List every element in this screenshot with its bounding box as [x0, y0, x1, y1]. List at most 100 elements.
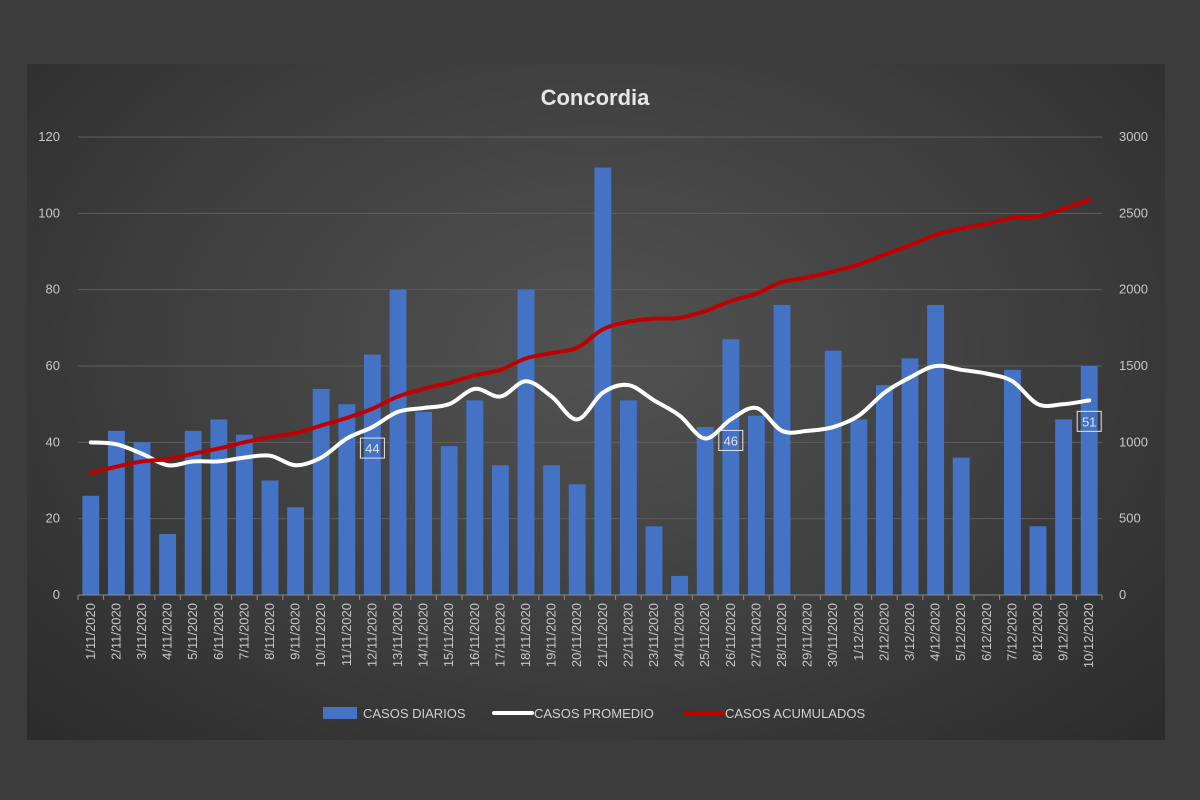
x-tick-label: 9/11/2020: [288, 603, 303, 660]
bar: [1029, 526, 1047, 595]
bar: [1003, 369, 1021, 595]
x-tick-label: 11/11/2020: [339, 603, 354, 666]
bar: [568, 484, 586, 595]
x-tick-label: 2/12/2020: [876, 603, 891, 661]
right-tick-label: 3000: [1119, 129, 1148, 144]
x-tick-label: 8/12/2020: [1030, 603, 1045, 661]
bar-series: [82, 167, 1098, 595]
right-tick-label: 2500: [1119, 205, 1148, 220]
bar: [722, 339, 740, 595]
x-tick-label: 13/11/2020: [390, 603, 405, 667]
bar: [619, 400, 637, 595]
right-axis: 0 500 1000 1500 2000 2500 3000: [1119, 129, 1148, 602]
bar: [389, 289, 407, 595]
left-tick-label: 0: [53, 587, 60, 602]
x-tick-label: 3/11/2020: [134, 603, 149, 660]
right-tick-label: 1000: [1119, 434, 1148, 449]
bar: [645, 526, 663, 595]
bar: [850, 419, 868, 595]
bar: [875, 385, 893, 595]
left-tick-label: 80: [46, 282, 60, 297]
average-cases-line: [88, 363, 1092, 468]
bar: [159, 533, 177, 595]
legend-label: CASOS ACUMULADOS: [725, 706, 865, 721]
bar: [363, 354, 381, 595]
bar: [824, 350, 842, 595]
data-label-box: [718, 429, 744, 451]
bar: [594, 167, 612, 595]
data-label: 51: [1082, 414, 1096, 429]
data-label: 44: [365, 441, 379, 456]
left-axis: 0 20 40 60 80 100 120: [38, 129, 60, 602]
bar: [1080, 366, 1098, 595]
x-axis: 1/11/2020 2/11/2020 3/11/2020 4/11/2020 5/11…: [77, 594, 1103, 668]
x-tick-label: 14/11/2020: [416, 603, 431, 667]
bar: [338, 404, 356, 595]
x-tick-label: 30/11/2020: [825, 603, 840, 667]
cumulative-cases-line: [88, 197, 1092, 475]
x-tick-label: 20/11/2020: [569, 603, 584, 667]
bar: [415, 411, 433, 595]
bar: [517, 289, 535, 595]
line-series: [88, 197, 1092, 475]
bar: [107, 430, 125, 595]
x-tick-label: 17/11/2020: [492, 603, 507, 667]
bar: [543, 465, 561, 595]
x-tick-label: 9/12/2020: [1056, 603, 1071, 661]
x-tick-label: 3/12/2020: [902, 603, 917, 661]
x-tick-label: 2/11/2020: [108, 603, 123, 660]
bar: [287, 507, 305, 595]
x-tick-label: 1/12/2020: [851, 603, 866, 661]
x-tick-label: 22/11/2020: [620, 603, 635, 667]
right-tick-label: 2000: [1119, 282, 1148, 297]
x-tick-label: 6/12/2020: [979, 603, 994, 661]
x-tick-label: 23/11/2020: [646, 603, 661, 667]
bar: [696, 427, 714, 595]
x-tick-label: 16/11/2020: [467, 603, 482, 667]
x-tick-label: 21/11/2020: [595, 603, 610, 667]
x-tick-label: 4/11/2020: [160, 603, 175, 660]
bar: [133, 442, 151, 595]
data-label-box: [359, 437, 385, 459]
bar: [773, 304, 791, 595]
x-tick-label: 5/12/2020: [953, 603, 968, 661]
x-tick-label: 8/11/2020: [262, 603, 277, 660]
bar: [261, 480, 279, 595]
legend: CASOS DIARIOS CASOS PROMEDIO CASOS ACUMULA…: [323, 706, 865, 721]
bar: [466, 400, 484, 595]
right-tick-label: 0: [1119, 587, 1126, 602]
data-label-box: [1076, 410, 1102, 432]
x-tick-label: 15/11/2020: [441, 603, 456, 667]
bar: [927, 304, 945, 595]
legend-label: CASOS PROMEDIO: [534, 706, 654, 721]
x-tick-label: 19/11/2020: [544, 603, 559, 667]
x-tick-label: 4/12/2020: [928, 603, 943, 661]
left-tick-label: 20: [46, 511, 60, 526]
x-tick-label: 12/11/2020: [364, 603, 379, 667]
x-tick-label: 10/11/2020: [313, 603, 328, 667]
legend-item: CASOS ACUMULADOS: [683, 706, 865, 721]
left-tick-label: 60: [46, 358, 60, 373]
x-tick-label: 29/11/2020: [800, 603, 815, 667]
x-tick-label: 10/12/2020: [1081, 603, 1096, 668]
chart-frame: Concordia 0 20 40 60 80 100 120 0 500 1000 1500 20…: [27, 64, 1165, 740]
bar: [952, 457, 970, 595]
x-tick-label: 1/11/2020: [83, 603, 98, 660]
bar: [82, 495, 100, 595]
bar: [901, 358, 919, 595]
x-tick-label: 5/11/2020: [185, 603, 200, 660]
bar: [1055, 419, 1073, 595]
x-tick-label: 6/11/2020: [211, 603, 226, 660]
x-tick-label: 26/11/2020: [723, 603, 738, 667]
bar: [440, 446, 458, 595]
bar: [671, 575, 689, 595]
bar: [184, 430, 202, 595]
x-tick-label: 25/11/2020: [697, 603, 712, 667]
chart-title: Concordia: [541, 85, 651, 110]
bar: [312, 388, 330, 595]
x-tick-label: 7/11/2020: [236, 603, 251, 660]
bar: [235, 434, 253, 595]
data-label: 46: [724, 433, 738, 448]
combo-chart: Concordia 0 20 40 60 80 100 120 0 500 1000 1500 20…: [38, 85, 1148, 721]
x-tick-label: 28/11/2020: [774, 603, 789, 667]
